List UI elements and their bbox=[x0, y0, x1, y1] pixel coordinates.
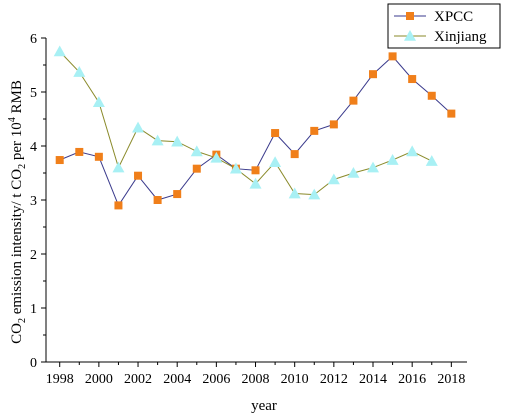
data-point-xinjiang bbox=[171, 135, 184, 147]
x-tick-label: 2002 bbox=[124, 372, 152, 387]
data-point-xinjiang bbox=[406, 145, 419, 157]
data-point-xpcc bbox=[55, 156, 64, 165]
series-xinjiang bbox=[53, 45, 438, 200]
legend-label-xpcc: XPCC bbox=[434, 9, 473, 25]
data-point-xpcc bbox=[349, 96, 358, 105]
data-point-xinjiang bbox=[73, 66, 86, 77]
data-point-xinjiang bbox=[308, 188, 321, 200]
data-point-xpcc bbox=[310, 126, 319, 135]
data-point-xinjiang bbox=[151, 134, 164, 146]
data-point-xinjiang bbox=[112, 161, 125, 173]
series-xpcc bbox=[55, 52, 456, 210]
legend-marker-xinjiang bbox=[404, 30, 416, 41]
x-tick-label: 2016 bbox=[398, 372, 426, 387]
data-point-xpcc bbox=[427, 91, 436, 100]
data-point-xinjiang bbox=[132, 121, 145, 133]
data-point-xinjiang bbox=[53, 45, 66, 57]
data-point-xinjiang bbox=[386, 154, 399, 165]
legend-marker-xpcc bbox=[406, 12, 414, 20]
x-tick-label: 2004 bbox=[163, 372, 191, 387]
data-point-xinjiang bbox=[347, 167, 360, 178]
y-tick-label: 4 bbox=[30, 140, 37, 155]
data-point-xinjiang bbox=[269, 156, 282, 167]
x-tick-label: 2018 bbox=[437, 372, 465, 387]
x-tick-label: 2010 bbox=[281, 372, 309, 387]
x-tick-label: 1998 bbox=[46, 372, 74, 387]
x-tick-label: 2012 bbox=[320, 372, 348, 387]
data-point-xinjiang bbox=[229, 162, 242, 174]
data-point-xpcc bbox=[290, 150, 299, 159]
data-point-xinjiang bbox=[210, 151, 223, 163]
data-point-xinjiang bbox=[190, 145, 203, 157]
data-point-xpcc bbox=[388, 52, 397, 61]
data-point-xpcc bbox=[134, 171, 143, 180]
data-point-xpcc bbox=[369, 70, 378, 79]
data-point-xinjiang bbox=[249, 177, 262, 189]
data-point-xinjiang bbox=[425, 155, 438, 166]
x-tick-label: 2000 bbox=[85, 372, 113, 387]
data-point-xpcc bbox=[251, 166, 260, 175]
x-tick-label: 2014 bbox=[359, 372, 387, 387]
y-axis-title: CO2 emission intensity/ t CO2 per 104 RM… bbox=[7, 80, 28, 344]
x-tick-label: 2006 bbox=[202, 372, 230, 387]
data-point-xpcc bbox=[114, 201, 123, 210]
data-point-xinjiang bbox=[327, 173, 340, 185]
legend: XPCC Xinjiang bbox=[387, 3, 501, 49]
data-point-xinjiang bbox=[288, 187, 301, 199]
data-point-xinjiang bbox=[367, 161, 380, 173]
data-point-xpcc bbox=[94, 152, 103, 161]
data-point-xpcc bbox=[408, 75, 417, 84]
data-point-xpcc bbox=[75, 147, 84, 156]
y-tick-label: 2 bbox=[30, 248, 37, 263]
x-tick-label: 2008 bbox=[242, 372, 270, 387]
y-tick-label: 3 bbox=[30, 194, 37, 209]
axes-layer: 0 1 2 3 4 5 6 1998 2000 2002 2004 2006 2008 2010 2012 2… bbox=[30, 32, 467, 387]
data-point-xpcc bbox=[271, 129, 280, 138]
legend-label-xinjiang: Xinjiang bbox=[434, 29, 487, 45]
series-layer bbox=[53, 45, 456, 210]
data-point-xpcc bbox=[173, 190, 182, 199]
data-point-xpcc bbox=[447, 109, 456, 118]
data-point-xinjiang bbox=[92, 96, 105, 108]
data-point-xpcc bbox=[192, 164, 201, 173]
x-axis-title: year bbox=[251, 398, 277, 414]
y-tick-label: 5 bbox=[30, 86, 37, 101]
y-tick-label: 1 bbox=[30, 302, 37, 317]
y-tick-label: 0 bbox=[30, 356, 37, 371]
data-point-xpcc bbox=[329, 120, 338, 129]
y-tick-label: 6 bbox=[30, 32, 37, 47]
data-point-xpcc bbox=[153, 196, 162, 204]
